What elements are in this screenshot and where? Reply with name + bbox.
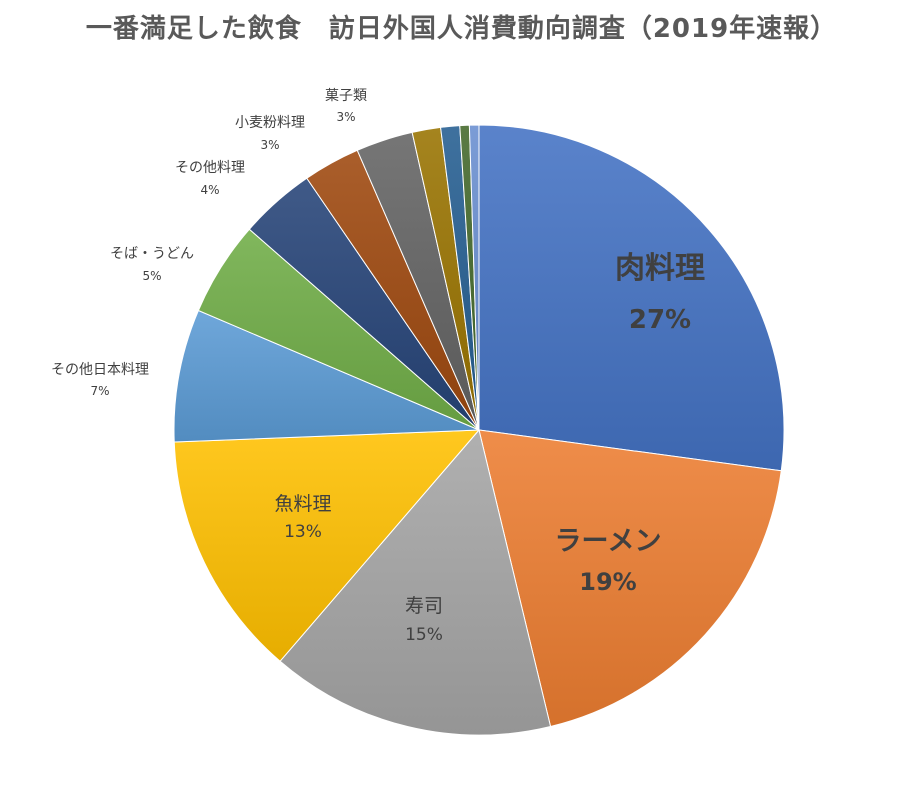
pie-slice-unlabeled-12 (468, 124, 480, 431)
slice-label-0: 肉料理 (615, 251, 705, 286)
slice-value-label-5: 5% (142, 269, 161, 283)
slice-value-label-1: 19% (579, 568, 636, 596)
pie-slice-4 (173, 309, 480, 443)
pie-slice-2 (279, 428, 552, 736)
slice-label-8: 菓子類 (325, 88, 367, 104)
slice-label-7: 小麦粉料理 (235, 115, 305, 131)
slice-label-1: ラーメン (555, 526, 662, 557)
slice-value-label-6: 4% (200, 183, 219, 197)
chart-title: 一番満足した飲食 訪日外国人消費動向調査（2019年速報） (85, 14, 838, 44)
slice-value-label-3: 13% (284, 522, 322, 542)
slice-value-label-4: 7% (90, 384, 109, 398)
slice-label-3: 魚料理 (274, 493, 331, 515)
slice-label-6: その他料理 (175, 160, 245, 176)
slice-value-label-7: 3% (260, 138, 279, 152)
slice-value-label-8: 3% (336, 110, 355, 124)
slice-label-5: そば・うどん (110, 246, 194, 262)
pie-slice-1 (478, 429, 782, 728)
slice-value-label-2: 15% (405, 625, 443, 645)
pie-slice-0 (478, 124, 785, 472)
slice-label-2: 寿司 (405, 595, 443, 617)
slice-value-label-0: 27% (629, 305, 691, 335)
slice-label-4: その他日本料理 (51, 362, 149, 378)
pie-slice-3 (173, 429, 481, 662)
